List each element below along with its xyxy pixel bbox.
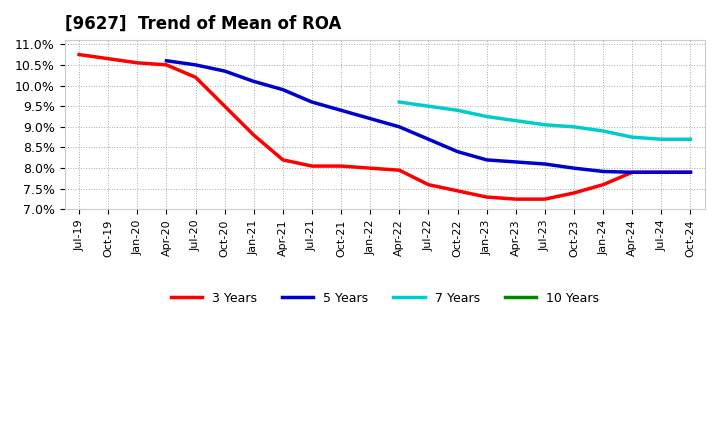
3 Years <box>279 157 287 162</box>
7 Years <box>482 114 491 119</box>
3 Years <box>395 168 404 173</box>
3 Years <box>337 163 346 169</box>
Line: 3 Years: 3 Years <box>79 55 690 199</box>
3 Years <box>482 194 491 200</box>
Line: 5 Years: 5 Years <box>166 61 690 172</box>
5 Years <box>570 165 578 171</box>
3 Years <box>307 163 316 169</box>
3 Years <box>511 197 520 202</box>
7 Years <box>570 124 578 129</box>
7 Years <box>686 136 695 142</box>
3 Years <box>570 190 578 195</box>
3 Years <box>133 60 142 66</box>
Line: 7 Years: 7 Years <box>400 102 690 139</box>
7 Years <box>424 103 433 109</box>
5 Years <box>307 99 316 105</box>
7 Years <box>599 128 608 134</box>
5 Years <box>366 116 374 121</box>
5 Years <box>192 62 200 67</box>
5 Years <box>162 58 171 63</box>
3 Years <box>628 170 636 175</box>
Text: [9627]  Trend of Mean of ROA: [9627] Trend of Mean of ROA <box>65 15 341 33</box>
5 Years <box>250 79 258 84</box>
3 Years <box>192 75 200 80</box>
5 Years <box>541 161 549 167</box>
7 Years <box>628 135 636 140</box>
7 Years <box>454 108 462 113</box>
5 Years <box>220 69 229 74</box>
5 Years <box>657 170 666 175</box>
Legend: 3 Years, 5 Years, 7 Years, 10 Years: 3 Years, 5 Years, 7 Years, 10 Years <box>166 287 604 310</box>
5 Years <box>511 159 520 165</box>
3 Years <box>657 170 666 175</box>
3 Years <box>599 182 608 187</box>
7 Years <box>541 122 549 128</box>
7 Years <box>657 136 666 142</box>
5 Years <box>628 170 636 175</box>
3 Years <box>162 62 171 67</box>
5 Years <box>599 169 608 174</box>
3 Years <box>220 103 229 109</box>
5 Years <box>337 108 346 113</box>
3 Years <box>541 197 549 202</box>
5 Years <box>395 124 404 129</box>
3 Years <box>104 56 112 61</box>
5 Years <box>454 149 462 154</box>
3 Years <box>686 170 695 175</box>
3 Years <box>454 188 462 194</box>
3 Years <box>424 182 433 187</box>
3 Years <box>250 132 258 138</box>
5 Years <box>424 136 433 142</box>
3 Years <box>366 165 374 171</box>
5 Years <box>686 170 695 175</box>
7 Years <box>511 118 520 123</box>
5 Years <box>482 157 491 162</box>
3 Years <box>75 52 84 57</box>
5 Years <box>279 87 287 92</box>
7 Years <box>395 99 404 105</box>
